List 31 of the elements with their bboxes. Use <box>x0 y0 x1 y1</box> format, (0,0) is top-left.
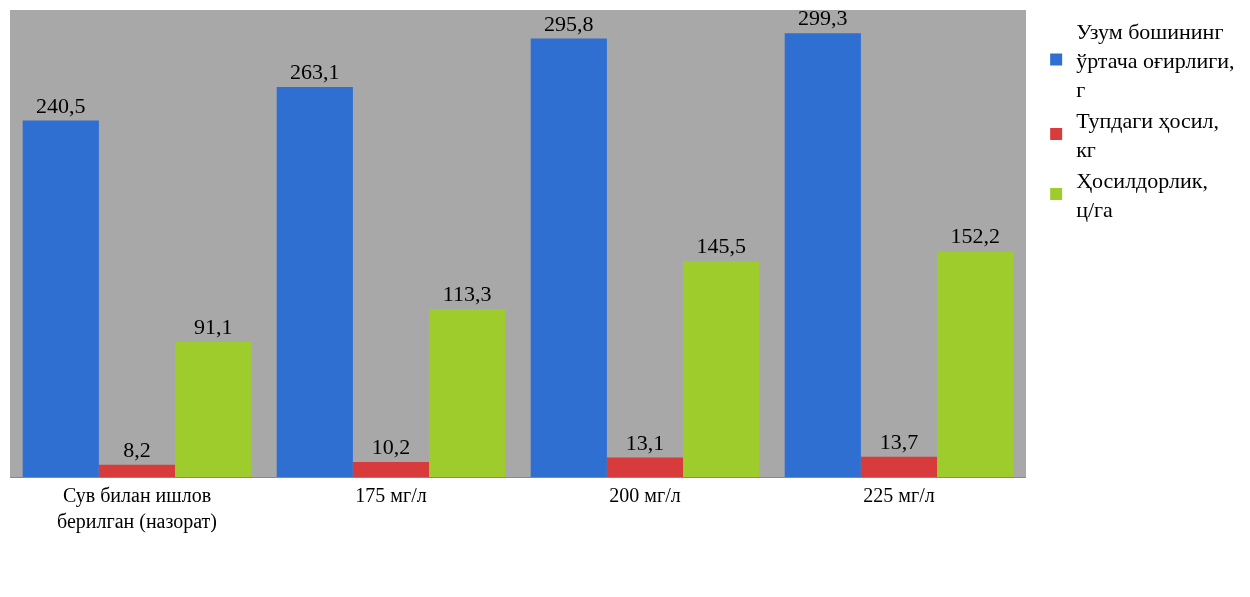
bar <box>352 461 430 477</box>
data-label: 263,1 <box>290 59 340 85</box>
x-tick-label: Сув билан ишлов берилган (назорат) <box>56 484 218 533</box>
data-label: 13,7 <box>879 428 919 454</box>
x-tick-label: 175 мг/л <box>355 484 427 506</box>
bar <box>22 120 99 477</box>
bar <box>860 456 938 477</box>
data-label: 299,3 <box>798 5 848 31</box>
data-label: 13,1 <box>625 429 665 455</box>
bar <box>784 33 861 477</box>
bar <box>937 251 1014 477</box>
data-label: 8,2 <box>123 436 151 462</box>
legend-label: Тупдаги ҳосил, кг <box>1076 108 1220 162</box>
data-label: 240,5 <box>36 92 86 118</box>
bar <box>606 457 684 477</box>
data-label: 152,2 <box>950 223 1000 249</box>
data-label: 10,2 <box>371 433 411 459</box>
bar <box>175 341 252 477</box>
bar <box>429 309 506 477</box>
x-tick-label: 225 мг/л <box>863 484 935 506</box>
bar <box>530 38 607 477</box>
bar <box>276 87 353 477</box>
data-label: 295,8 <box>544 10 594 36</box>
legend-label: Ҳосилдорлик, ц/га <box>1076 168 1208 222</box>
bar <box>98 464 176 477</box>
data-label: 91,1 <box>193 313 233 339</box>
legend-label: Узум бошининг ўртача оғирлиги, г <box>1076 19 1235 102</box>
x-tick-label: 200 мг/л <box>609 484 681 506</box>
bar <box>683 261 760 477</box>
data-label: 145,5 <box>696 233 746 259</box>
data-label: 113,3 <box>442 281 492 307</box>
